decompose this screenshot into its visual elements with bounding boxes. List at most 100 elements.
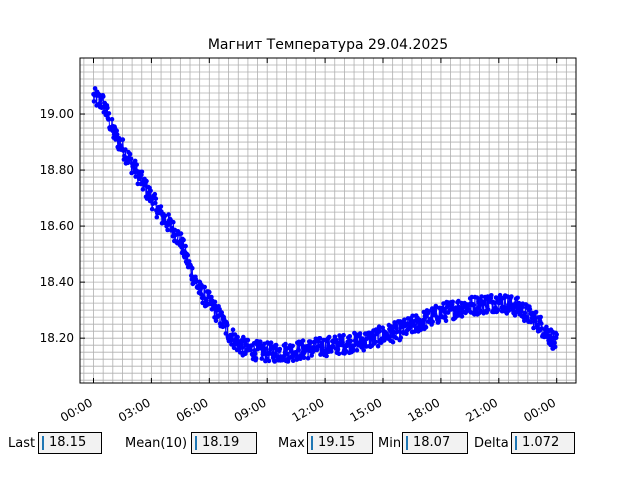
data-point (301, 355, 307, 361)
data-point (307, 339, 313, 344)
data-point (533, 309, 539, 315)
data-point (357, 331, 363, 336)
data-point (547, 337, 552, 343)
data-point (347, 334, 353, 339)
data-point (402, 317, 407, 323)
data-point (354, 348, 360, 353)
data-points (91, 86, 559, 364)
y-tick-label: 18.60 (40, 219, 74, 233)
data-point (421, 317, 426, 323)
data-point (202, 284, 207, 290)
last-label: Last (8, 436, 36, 451)
data-point (190, 265, 195, 271)
min-value: 18.07 (413, 435, 451, 450)
data-point (245, 337, 251, 343)
data-point (296, 347, 301, 353)
data-point (277, 346, 283, 352)
data-point (230, 327, 236, 333)
data-point (158, 204, 164, 209)
data-point (167, 222, 172, 227)
max-label: Max (278, 436, 305, 451)
data-point (351, 347, 356, 352)
data-point (232, 342, 237, 347)
data-point (91, 99, 97, 104)
x-tick-label: 00:00 (521, 395, 558, 424)
x-tick-label: 12:00 (290, 395, 327, 424)
mean-field[interactable]: 18.19 (191, 432, 257, 454)
data-point (495, 307, 501, 313)
data-point (153, 196, 159, 201)
data-point (283, 341, 288, 347)
x-tick-label: 18:00 (405, 395, 442, 424)
data-point (258, 339, 263, 345)
data-point (114, 132, 120, 137)
data-point (152, 191, 158, 197)
data-point (497, 292, 503, 298)
data-point (149, 206, 155, 212)
data-point (552, 344, 558, 350)
data-point (123, 147, 128, 152)
data-point (128, 156, 134, 162)
data-point (329, 349, 334, 354)
delta-field[interactable]: 1.072 (511, 432, 575, 454)
text-cursor (406, 436, 408, 450)
data-point (430, 319, 436, 325)
data-point (377, 328, 383, 334)
y-tick-label: 18.80 (40, 163, 74, 177)
data-point (492, 300, 498, 306)
data-point (106, 111, 112, 116)
mean-value: 18.19 (202, 435, 240, 450)
temperature-chart: Магнит Температура 29.04.2025 18.20 18.40… (40, 37, 577, 425)
x-tick-label: 03:00 (116, 395, 153, 424)
data-point (527, 307, 533, 312)
data-point (178, 231, 184, 236)
data-point (165, 227, 170, 233)
data-point (375, 343, 381, 349)
data-point (376, 324, 382, 330)
data-point (239, 345, 245, 350)
x-tick-label: 06:00 (174, 395, 211, 424)
data-point (395, 329, 401, 334)
data-point (532, 315, 538, 321)
data-point (341, 332, 346, 338)
data-point (479, 294, 484, 299)
axis-ticks: 18.20 18.40 18.60 18.80 19.00 00:00 03:00 06:00… (40, 58, 576, 425)
data-point (263, 346, 269, 351)
data-point (336, 351, 342, 357)
data-point (259, 356, 265, 361)
data-point (209, 294, 214, 300)
data-point (181, 237, 186, 243)
data-point (506, 308, 512, 313)
data-point (139, 169, 145, 175)
data-point (522, 310, 528, 316)
min-label: Min (378, 436, 402, 451)
data-point (445, 310, 451, 315)
max-value: 19.15 (318, 435, 356, 450)
data-point (320, 345, 325, 350)
data-point (486, 307, 491, 312)
delta-label: Delta (474, 436, 509, 451)
data-point (153, 200, 158, 206)
data-point (273, 342, 279, 348)
max-field[interactable]: 19.15 (307, 432, 373, 454)
grid-lines (80, 57, 577, 383)
data-point (252, 351, 258, 357)
data-point (518, 309, 523, 314)
data-point (148, 188, 153, 194)
x-tick-label: 00:00 (58, 395, 95, 424)
data-point (290, 343, 296, 349)
data-point (253, 356, 259, 361)
data-point (285, 351, 290, 357)
data-point (348, 338, 354, 344)
data-point (134, 162, 139, 167)
data-point (140, 187, 146, 192)
data-point (220, 324, 226, 329)
data-point (186, 259, 192, 264)
text-cursor (195, 436, 197, 450)
data-point (450, 299, 456, 305)
min-field[interactable]: 18.07 (402, 432, 468, 454)
data-point (183, 243, 188, 249)
last-field[interactable]: 18.15 (38, 432, 102, 454)
data-point (390, 326, 395, 331)
data-point (498, 300, 503, 305)
